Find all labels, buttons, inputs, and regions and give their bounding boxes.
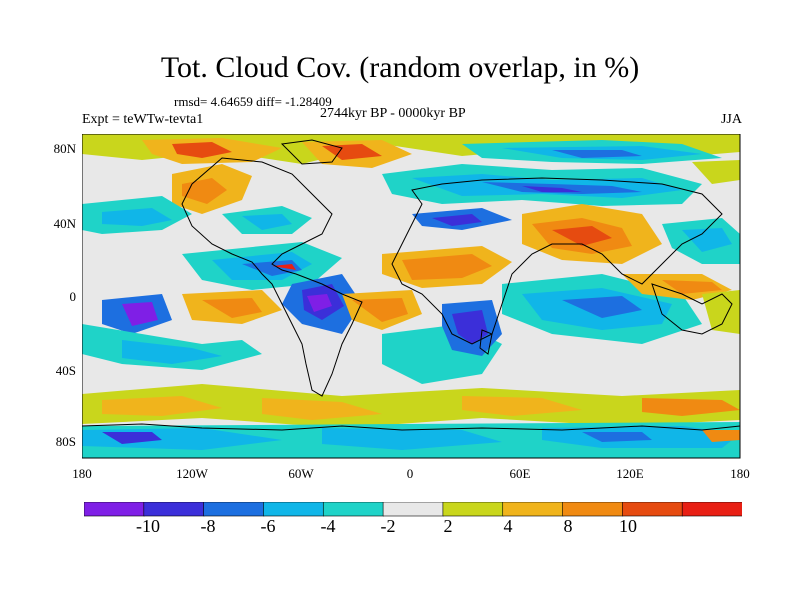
colorbar bbox=[84, 502, 742, 517]
coastlines bbox=[82, 139, 741, 431]
colorbar-segment bbox=[382, 502, 444, 517]
lon-label-0: 0 bbox=[406, 466, 414, 481]
lon-label-180w: 180 bbox=[72, 466, 92, 481]
lat-label-40n: 40N bbox=[53, 216, 76, 231]
map-frame bbox=[82, 134, 741, 459]
colorbar-label: 8 bbox=[563, 516, 573, 536]
lon-label-60e: 60E bbox=[509, 466, 531, 481]
lon-label-120e: 120E bbox=[616, 466, 644, 481]
colorbar-label: 2 bbox=[443, 516, 453, 536]
colorbar-segment bbox=[502, 502, 564, 517]
colorbar-segment bbox=[442, 502, 504, 517]
colorbar-segment bbox=[681, 502, 742, 517]
colorbar-label: -6 bbox=[260, 516, 276, 536]
lat-label-40s: 40S bbox=[55, 363, 76, 378]
colorbar-segment bbox=[203, 502, 265, 517]
lat-label-80n: 80N bbox=[53, 141, 76, 156]
colorbar-label: -10 bbox=[136, 516, 160, 536]
colorbar-label: -4 bbox=[320, 516, 336, 536]
colorbar-label: -2 bbox=[380, 516, 396, 536]
colorbar-segment bbox=[562, 502, 624, 517]
colorbar-segment bbox=[263, 502, 325, 517]
lat-label-0: 0 bbox=[69, 289, 77, 304]
season-label: JJA bbox=[720, 112, 742, 127]
lon-label-120w: 120W bbox=[176, 466, 208, 481]
colorbar-label: 10 bbox=[619, 516, 637, 536]
lon-label-180e: 180 bbox=[730, 466, 750, 481]
colorbar-segment bbox=[143, 502, 205, 517]
colorbar-label: -8 bbox=[200, 516, 216, 536]
experiment-label: Expt = teWTw-tevta1 bbox=[82, 112, 204, 127]
colorbar-segment bbox=[84, 502, 145, 517]
colorbar-label: 4 bbox=[503, 516, 513, 536]
cloud-cover-map bbox=[82, 134, 741, 459]
colorbar-segment bbox=[322, 502, 384, 517]
lat-label-80s: 80S bbox=[55, 434, 76, 449]
map-title: Tot. Cloud Cov. (random overlap, in %) bbox=[160, 51, 640, 84]
period-label: 2744kyr BP - 0000kyr BP bbox=[320, 106, 466, 121]
stats-label: rmsd= 4.64659 diff= -1.28409 bbox=[174, 94, 332, 109]
lon-label-60w: 60W bbox=[288, 466, 314, 481]
anomaly-field bbox=[82, 134, 740, 458]
colorbar-segment bbox=[622, 502, 683, 517]
